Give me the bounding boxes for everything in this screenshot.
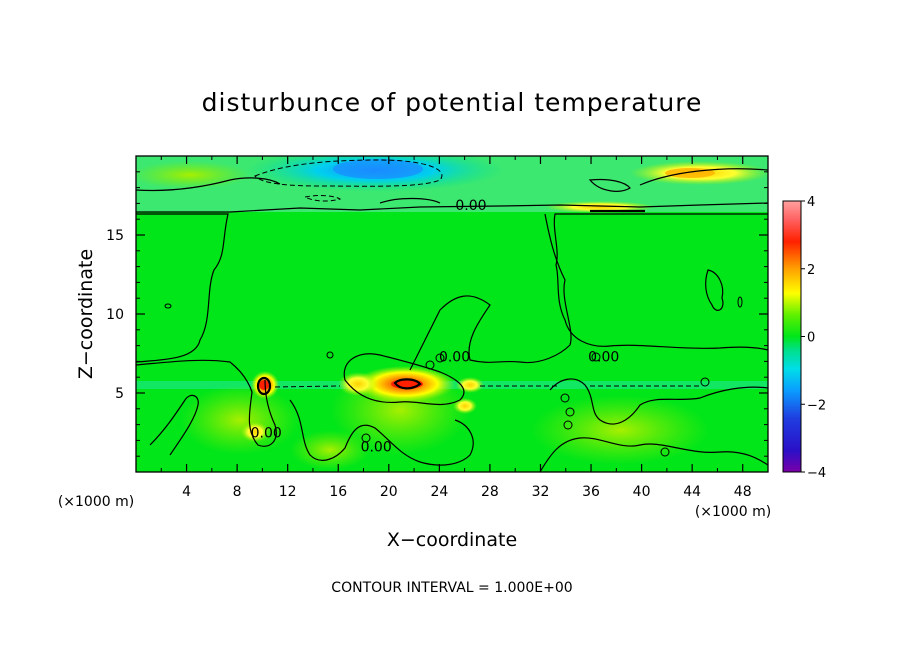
warm-core-left-center: [259, 380, 269, 390]
contour-label: 0.00: [439, 350, 470, 366]
contour-heavy-main: [393, 378, 422, 390]
y-axis-ticks: 5 10 15: [106, 171, 768, 457]
x-axis-ticks: 4 8 12 16 20 24 28 32 36 40 44 48: [160, 156, 752, 500]
contour-low-right: [549, 378, 768, 425]
contour-lines-negative: [254, 159, 700, 388]
lower-light-region-a: [180, 385, 300, 455]
contour-center-blob: [343, 353, 465, 406]
contour-left-lobe: [136, 213, 229, 363]
contour-right-lobe: [553, 213, 768, 351]
colorbar-tick-label: 2: [807, 263, 815, 278]
ring: [660, 447, 670, 457]
plot-area: 0.00 0.00 0.00 0.00 0.00: [136, 156, 768, 472]
warm-small-b: [453, 398, 477, 414]
contour-neg-upper-small: [303, 195, 342, 202]
ring: [326, 351, 334, 359]
x-tick-label: 36: [582, 484, 600, 500]
y-tick-label: 15: [106, 228, 124, 244]
contour-labels: 0.00 0.00 0.00 0.00 0.00: [251, 198, 620, 456]
contour-tropopause: [136, 202, 768, 213]
warm-core-low: [241, 422, 269, 442]
contour-bottom-left: [149, 394, 199, 456]
contour-upper-right: [639, 168, 768, 186]
colorbar-gradient: [782, 200, 802, 473]
upper-cool-core: [333, 159, 423, 179]
x-tick-label: 44: [683, 484, 701, 500]
contour-heavy-lines: [256, 209, 645, 396]
x-tick-label: 4: [182, 484, 191, 500]
colorbar-tick-label: −2: [807, 398, 826, 413]
contour-upper-mid: [379, 197, 441, 204]
x-tick-label: 24: [430, 484, 448, 500]
x-axis-label: X−coordinate: [387, 529, 517, 551]
x-tick-label: 12: [279, 484, 297, 500]
ring: [563, 420, 573, 430]
contour-label: 0.00: [361, 440, 392, 456]
y-tick-label: 10: [106, 307, 124, 323]
x-tick-label: 16: [329, 484, 347, 500]
lower-light-region-d: [290, 430, 370, 470]
colorbar: 4 2 0 −2 −4: [782, 195, 826, 481]
colorbar-tick-label: 4: [807, 195, 815, 210]
contour-low-mid: [289, 399, 474, 466]
ring: [425, 360, 435, 370]
contour-upper-left: [136, 177, 281, 192]
x-tick-label: 40: [633, 484, 651, 500]
chart-title: disturbunce of potential temperature: [202, 88, 703, 117]
contour-label: 0.00: [588, 350, 619, 366]
ring: [700, 377, 710, 387]
ring: [164, 303, 172, 309]
contour-rings: [164, 296, 743, 457]
warm-core-mid: [338, 372, 378, 396]
x-tick-label: 28: [481, 484, 499, 500]
upper-left-light: [136, 161, 250, 189]
lower-light-region-c: [530, 395, 710, 465]
ring: [591, 352, 601, 362]
contour-lines: [136, 168, 768, 472]
x-tick-label: 48: [734, 484, 752, 500]
colorbar-tick-label: −4: [807, 466, 826, 481]
colorbar-ticks: 4 2 0 −2 −4: [801, 195, 826, 481]
x-tick-label: 20: [380, 484, 398, 500]
ring: [737, 296, 743, 308]
ring: [565, 407, 575, 417]
x-tick-label: 8: [233, 484, 242, 500]
ring: [435, 353, 445, 363]
y-axis-label: Z−coordinate: [75, 249, 97, 379]
contour-bottom-right: [539, 437, 768, 472]
contour-low-left: [136, 359, 277, 447]
contour-center-lobe: [409, 213, 572, 371]
colorbar-tick-label: 0: [807, 331, 815, 346]
contour-label: 0.00: [455, 198, 486, 214]
contour-label: 0.00: [251, 426, 282, 442]
ring: [560, 393, 570, 403]
warm-small-a: [456, 377, 484, 393]
contour-heavy-core: [256, 376, 272, 396]
x-tick-label: 32: [532, 484, 550, 500]
x-unit-right: (×1000 m): [695, 504, 771, 520]
contour-upper-right-2: [588, 178, 631, 192]
contour-interval-note: CONTOUR INTERVAL = 1.000E+00: [331, 580, 572, 596]
y-tick-label: 5: [115, 386, 124, 402]
x-unit-left: (×1000 m): [58, 494, 134, 510]
ring: [361, 433, 371, 443]
contour-right-small: [705, 269, 724, 311]
contour-neg-low-band: [274, 385, 700, 388]
